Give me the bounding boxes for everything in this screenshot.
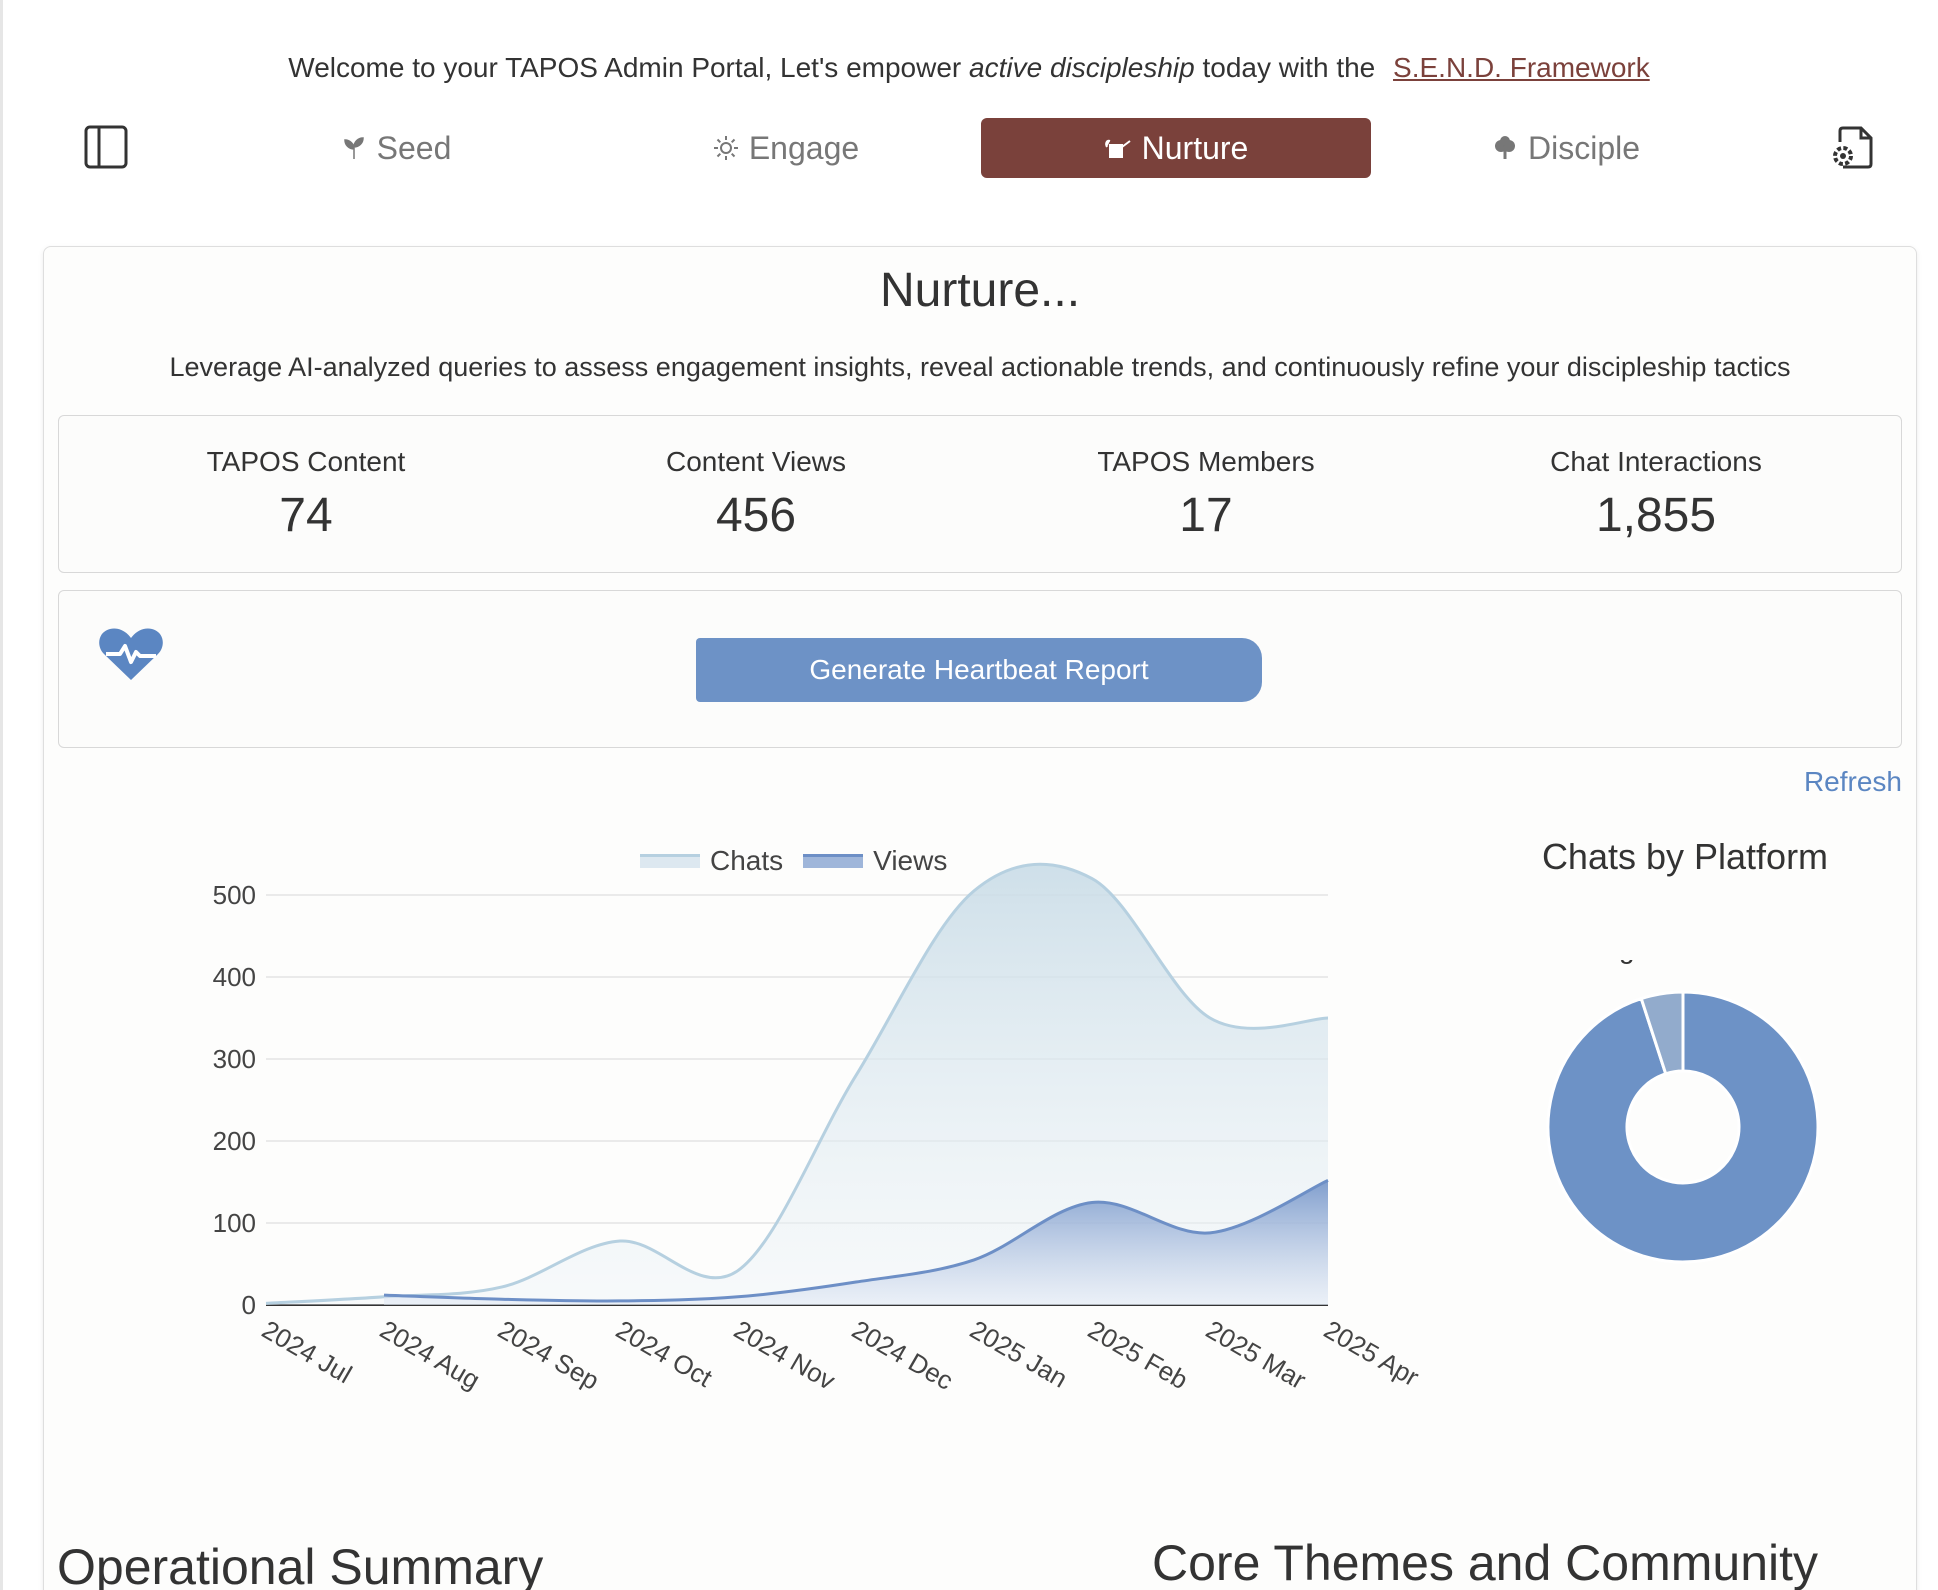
x-tick-label: 2025 Feb (1083, 1314, 1193, 1395)
y-tick-label: 100 (213, 1208, 256, 1238)
y-tick-label: 200 (213, 1126, 256, 1156)
tab-nurture-label: Nurture (1141, 129, 1249, 166)
pie-slice-tapos[interactable] (1546, 990, 1820, 1264)
tree-icon (1492, 135, 1518, 161)
stat-value: 74 (279, 489, 333, 542)
stat-label: Chat Interactions (1550, 446, 1762, 477)
stat-label: TAPOS Content (206, 446, 406, 477)
stat-content-views: Content Views 456 (526, 446, 986, 543)
welcome-prefix: Welcome to your TAPOS Admin Portal, Let'… (288, 52, 962, 83)
stat-chat-interactions: Chat Interactions 1,855 (1426, 446, 1886, 543)
stat-value: 456 (715, 489, 797, 542)
stats-panel: TAPOS Content 74 Content Views 456 TAPOS… (58, 415, 1902, 573)
stat-value: 1,855 (1595, 489, 1717, 542)
x-tick-label: 2025 Mar (1201, 1314, 1311, 1395)
welcome-middle: today with the (1202, 52, 1376, 83)
chats-views-area-chart: 0 100 200 300 400 500 2024 Jul 2024 Aug 2024 Sep… (213, 862, 1424, 1396)
refresh-link[interactable]: Refresh (1803, 766, 1902, 797)
tab-disciple-label: Disciple (1527, 129, 1641, 166)
welcome-banner: Welcome to your TAPOS Admin Portal, Let'… (0, 52, 1938, 84)
stat-label: Content Views (665, 446, 847, 477)
sidebar-toggle-icon[interactable] (78, 119, 134, 175)
watering-can-icon (1104, 135, 1132, 161)
chart-legend: Chats Views (640, 845, 967, 877)
stat-tapos-members: TAPOS Members 17 (976, 446, 1436, 543)
x-tick-label: 2024 Sep (493, 1314, 604, 1396)
pie-label-widget: widget (1576, 960, 1658, 964)
stat-value: 17 (1179, 489, 1233, 542)
page-title: Nurture... (879, 264, 1081, 317)
y-tick-label: 400 (213, 962, 256, 992)
y-tick-label: 500 (213, 880, 256, 910)
sprout-icon (341, 135, 367, 161)
left-edge (0, 0, 3, 1590)
core-themes-title: Core Themes and Community (1152, 1535, 1819, 1590)
legend-item-chats[interactable]: Chats (640, 845, 783, 877)
pie-chart-title: Chats by Platform (1541, 836, 1829, 877)
top-navigation: Seed Engage Nurture Disciple (0, 115, 1938, 181)
tab-nurture[interactable]: Nurture (981, 118, 1371, 178)
series-line-views (383, 1178, 1329, 1303)
legend-label-chats: Chats (710, 845, 784, 876)
send-framework-link[interactable]: S.E.N.D. Framework (1393, 52, 1650, 83)
x-tick-label: 2025 Apr (1319, 1314, 1424, 1392)
tab-engage-label: Engage (748, 129, 860, 166)
file-settings-icon[interactable] (1826, 119, 1882, 175)
pie-slice-widget[interactable] (1639, 990, 1685, 1076)
tab-seed[interactable]: Seed (201, 118, 591, 178)
tab-disciple[interactable]: Disciple (1371, 118, 1761, 178)
x-tick-label: 2024 Jul (257, 1314, 357, 1389)
welcome-emphasis: active discipleship (969, 52, 1195, 83)
heartbeat-icon (96, 624, 166, 684)
generate-heartbeat-report-button[interactable]: Generate Heartbeat Report (696, 638, 1262, 702)
y-tick-label: 0 (242, 1290, 256, 1320)
legend-swatch-views (803, 854, 864, 868)
pie-label-tapos: tapos (1694, 1293, 1763, 1300)
x-tick-label: 2024 Aug (375, 1314, 485, 1395)
heartbeat-panel: Generate Heartbeat Report (58, 590, 1902, 748)
sun-icon (713, 135, 739, 161)
page-subtitle: Leverage AI-analyzed queries to assess e… (169, 352, 1791, 382)
series-area-chats (266, 864, 1328, 1305)
y-tick-label: 300 (213, 1044, 256, 1074)
x-tick-label: 2025 Jan (965, 1314, 1073, 1393)
stat-tapos-content: TAPOS Content 74 (76, 446, 536, 543)
tab-engage[interactable]: Engage (591, 118, 981, 178)
x-tick-label: 2024 Oct (611, 1314, 718, 1393)
stat-label: TAPOS Members (1097, 446, 1315, 477)
tab-seed-label: Seed (376, 129, 452, 166)
series-area-views (384, 1180, 1328, 1305)
operational-summary-title: Operational Summary (57, 1539, 544, 1590)
legend-item-views[interactable]: Views (803, 845, 947, 877)
legend-swatch-chats (640, 854, 700, 868)
x-tick-label: 2024 Dec (847, 1314, 958, 1396)
legend-label-views: Views (873, 845, 948, 876)
series-line-chats (265, 862, 1329, 1305)
chats-by-platform-pie: tapos widget (1546, 960, 1820, 1300)
x-tick-label: 2024 Nov (729, 1314, 840, 1396)
